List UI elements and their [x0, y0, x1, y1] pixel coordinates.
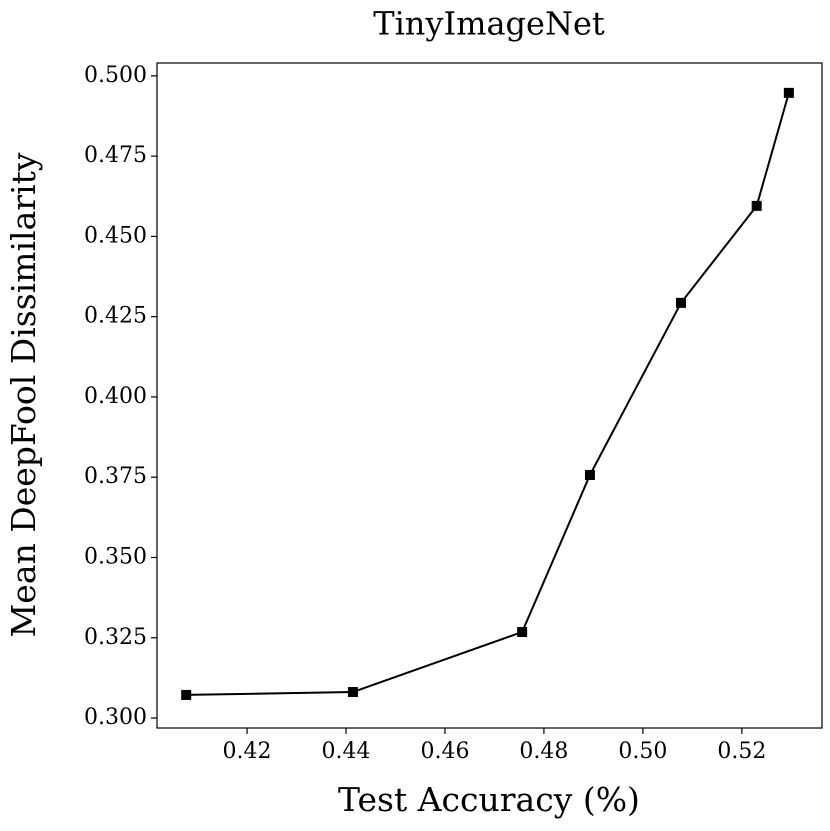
- y-tick-label: 0.425: [84, 304, 147, 329]
- marker: [751, 200, 762, 211]
- y-tick-label: 0.325: [84, 625, 147, 650]
- x-tick-label: 0.44: [322, 739, 371, 764]
- marker: [347, 687, 358, 698]
- x-tick-label: 0.48: [519, 739, 568, 764]
- x-tick-label: 0.52: [717, 739, 766, 764]
- x-tick-label: 0.46: [420, 739, 469, 764]
- marker: [181, 689, 192, 700]
- plot-frame: [156, 62, 823, 729]
- y-tick-label: 0.500: [84, 63, 147, 88]
- y-axis-label: Mean DeepFool Dissimilarity: [4, 152, 43, 637]
- marker: [584, 469, 595, 480]
- x-tick-label: 0.42: [223, 739, 272, 764]
- y-tick-label: 0.450: [84, 223, 147, 248]
- chart-title: TinyImageNet: [373, 5, 605, 43]
- y-tick-label: 0.475: [84, 143, 147, 168]
- line: [186, 92, 790, 696]
- marker: [783, 87, 794, 98]
- y-tick-label: 0.350: [84, 544, 147, 569]
- marker: [675, 297, 686, 308]
- x-tick-label: 0.50: [618, 739, 667, 764]
- y-tick-label: 0.400: [84, 384, 147, 409]
- x-axis-label: Test Accuracy (%): [338, 780, 640, 819]
- y-tick-label: 0.300: [84, 705, 147, 730]
- marker: [517, 626, 528, 637]
- y-tick-label: 0.375: [84, 464, 147, 489]
